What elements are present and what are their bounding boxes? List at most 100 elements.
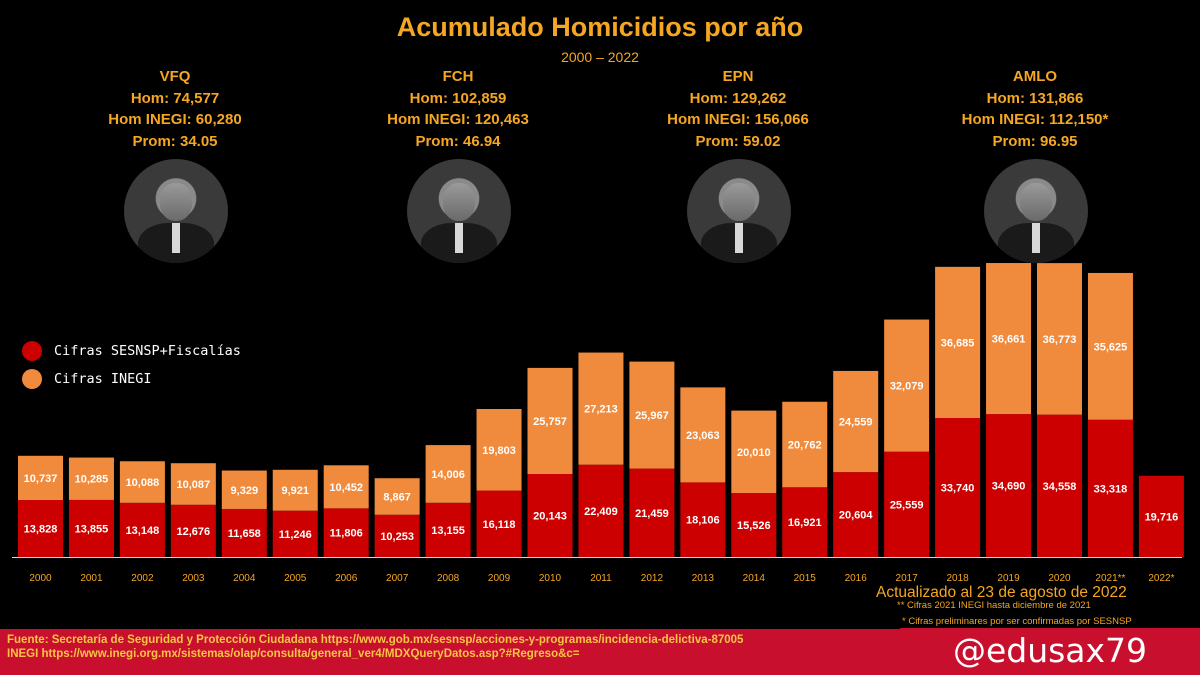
- data-label-inegi: 10,087: [177, 479, 211, 491]
- x-tick-label: 2003: [182, 573, 205, 584]
- president-hom-inegi: Hom INEGI: 112,150*: [961, 111, 1109, 128]
- data-label-inegi: 10,737: [24, 473, 58, 485]
- data-label-sesnsp: 12,676: [177, 526, 211, 538]
- data-label-sesnsp: 18,106: [686, 515, 720, 527]
- data-label-sesnsp: 16,118: [483, 519, 516, 531]
- president-prom: Prom: 59.02: [695, 132, 781, 150]
- data-label-inegi: 36,661: [992, 334, 1026, 346]
- data-label-inegi: 25,757: [533, 416, 567, 428]
- bar-sesnsp: [578, 464, 624, 557]
- bar-sesnsp: [935, 417, 981, 557]
- data-label-sesnsp: 13,828: [24, 524, 58, 536]
- data-label-sesnsp: 33,740: [941, 482, 975, 494]
- president-stats-amlo: AMLO Hom: 131,866 Hom INEGI: 112,150* Pr…: [915, 66, 1155, 152]
- data-label-inegi: 8,867: [383, 491, 411, 503]
- bar-sesnsp: [18, 500, 63, 557]
- x-tick-label: 2014: [743, 573, 766, 584]
- x-tick-label: 2019: [997, 573, 1020, 584]
- x-tick-label: 2002: [131, 573, 154, 584]
- bar-sesnsp: [68, 499, 114, 557]
- legend-swatch-inegi: [22, 369, 42, 389]
- data-label-sesnsp: 15,526: [737, 520, 771, 532]
- x-tick-label: 2001: [80, 573, 103, 584]
- president-name: EPN: [722, 68, 754, 85]
- bar-inegi: [935, 266, 981, 418]
- data-label-sesnsp: 20,604: [839, 510, 874, 522]
- data-label-sesnsp: 21,459: [635, 508, 669, 520]
- data-label-inegi: 36,773: [1043, 334, 1077, 346]
- data-label-inegi: 14,006: [431, 469, 465, 481]
- president-name: FCH: [442, 68, 474, 85]
- source-footer: Fuente: Secretaría de Seguridad y Protec…: [0, 629, 900, 675]
- data-label-inegi: 35,625: [1094, 341, 1128, 353]
- data-label-sesnsp: 10,253: [380, 531, 414, 543]
- source-line-inegi: INEGI https://www.inegi.org.mx/sistemas/…: [7, 648, 580, 660]
- president-hom: Hom: 131,866: [986, 89, 1084, 107]
- author-handle: @edusax79: [900, 628, 1200, 675]
- president-prom: Prom: 34.05: [132, 132, 218, 150]
- president-stats-epn: EPN Hom: 129,262 Hom INEGI: 156,066 Prom…: [618, 66, 858, 152]
- president-photo-epn: [687, 159, 791, 263]
- bar-inegi: [1037, 263, 1082, 415]
- x-tick-label: 2012: [641, 573, 664, 584]
- legend-swatch-sesnsp: [22, 341, 42, 361]
- x-tick-label: 2008: [437, 573, 460, 584]
- updated-note: Actualizado al 23 de agosto de 2022: [876, 584, 1127, 601]
- data-label-inegi: 10,088: [126, 477, 160, 489]
- x-tick-label: 2021**: [1095, 573, 1125, 584]
- data-label-inegi: 25,967: [635, 410, 669, 422]
- bar-sesnsp: [833, 472, 879, 557]
- president-photo-fch: [407, 159, 511, 263]
- data-label-inegi: 32,079: [890, 381, 924, 393]
- x-tick-label: 2009: [488, 573, 511, 584]
- bar-sesnsp: [782, 487, 828, 557]
- bar-inegi: [18, 455, 63, 501]
- x-tick-label: 2015: [794, 573, 817, 584]
- bar-inegi: [119, 461, 165, 503]
- legend-inegi: Cifras INEGI: [22, 369, 152, 389]
- bar-inegi: [731, 410, 777, 494]
- bar-inegi: [629, 361, 675, 469]
- bar-sesnsp: [221, 508, 267, 557]
- x-tick-label: 2007: [386, 573, 409, 584]
- data-label-sesnsp: 25,559: [890, 499, 924, 511]
- bar-sesnsp: [1138, 475, 1184, 557]
- bar-sesnsp: [170, 504, 216, 557]
- bar-inegi: [833, 370, 879, 473]
- president-photo-vfq: [124, 159, 228, 263]
- president-hom-inegi: Hom INEGI: 156,066: [667, 111, 809, 128]
- chart-subtitle: 2000 – 2022: [561, 49, 639, 65]
- bar-inegi: [782, 401, 828, 488]
- data-label-inegi: 36,685: [941, 337, 975, 349]
- x-tick-label: 2017: [896, 573, 919, 584]
- bar-inegi: [1087, 272, 1133, 420]
- bar-inegi: [884, 319, 930, 452]
- data-label-sesnsp: 16,921: [788, 517, 822, 529]
- bar-sesnsp: [425, 502, 471, 557]
- president-prom: Prom: 46.94: [415, 132, 501, 150]
- data-label-inegi: 23,063: [686, 430, 720, 442]
- president-name: VFQ: [159, 68, 191, 85]
- bar-inegi: [986, 263, 1032, 415]
- x-tick-label: 2004: [233, 573, 256, 584]
- data-label-inegi: 27,213: [584, 404, 618, 416]
- data-label-sesnsp: 34,558: [1043, 481, 1077, 493]
- president-prom: Prom: 96.95: [992, 132, 1078, 150]
- president-name: AMLO: [1012, 68, 1058, 85]
- legend-label-sesnsp: Cifras SESNSP+Fiscalías: [54, 343, 241, 359]
- data-label-sesnsp: 13,855: [75, 523, 109, 535]
- x-tick-label: 2022*: [1148, 573, 1174, 584]
- x-tick-label: 2011: [590, 573, 612, 584]
- footnote-2022: * Cifras preliminares por ser confirmada…: [902, 616, 1132, 627]
- data-label-inegi: 20,762: [788, 440, 822, 452]
- data-label-sesnsp: 33,318: [1094, 483, 1128, 495]
- data-label-sesnsp: 22,409: [584, 506, 618, 518]
- bar-inegi: [425, 445, 471, 503]
- data-label-inegi: 9,921: [281, 485, 309, 497]
- data-label-sesnsp: 34,690: [992, 481, 1026, 493]
- president-hom: Hom: 74,577: [130, 89, 220, 107]
- bar-sesnsp: [272, 510, 318, 557]
- legend-label-inegi: Cifras INEGI: [54, 371, 152, 387]
- data-label-inegi: 19,803: [482, 445, 516, 457]
